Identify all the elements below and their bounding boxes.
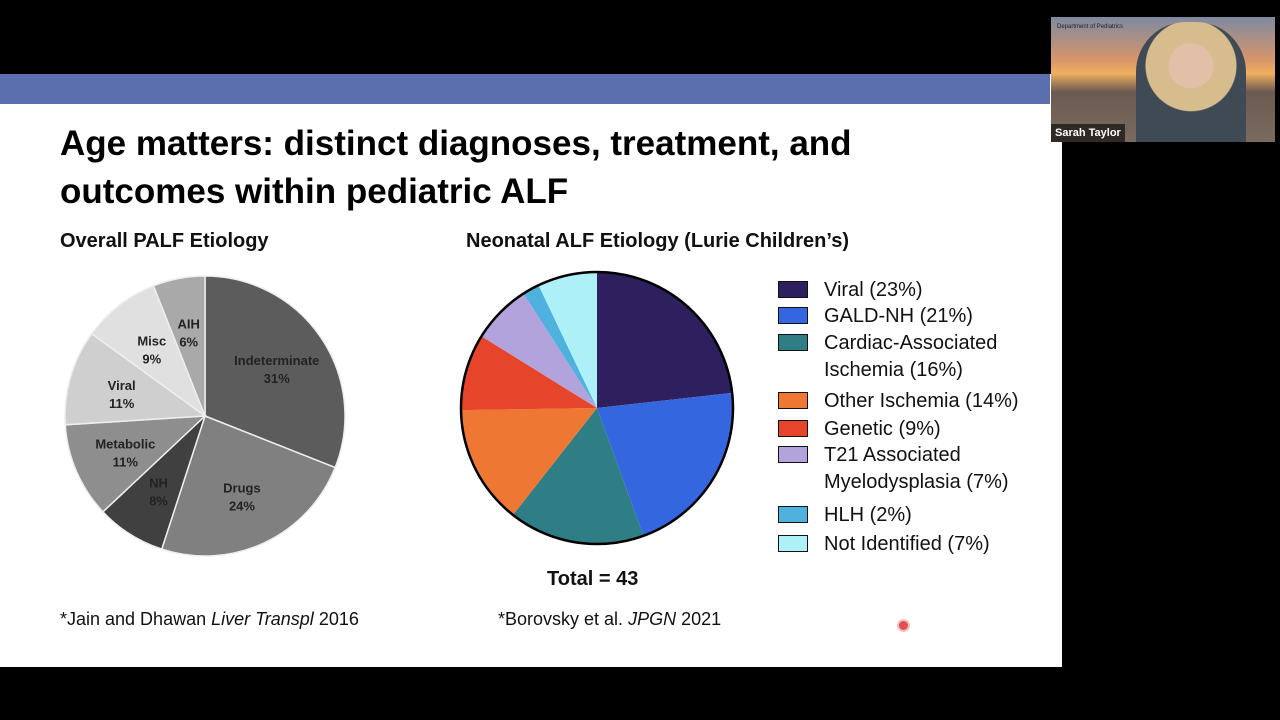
left-chart-title: Overall PALF Etiology	[60, 230, 269, 252]
slice-label-name: NH	[149, 475, 168, 490]
slice-label-value: 6%	[179, 335, 198, 350]
total-label: Total = 43	[547, 568, 639, 590]
slide-header-bar	[0, 74, 1050, 104]
citation-year: 2021	[676, 609, 722, 629]
slide: Age matters: distinct diagnoses, treatme…	[0, 74, 1062, 667]
legend-label: HLH (2%)	[824, 504, 912, 526]
pie-slice-cardiac-associated	[512, 408, 644, 544]
left-citation: *Jain and Dhawan Liver Transpl 2016	[60, 609, 359, 630]
slice-label-value: 8%	[149, 493, 168, 508]
pie-outline	[459, 270, 735, 546]
right-citation: *Borovsky et al. JPGN 2021	[498, 609, 721, 630]
webcam-video[interactable]: Department of Pediatrics Sarah Taylor	[1051, 17, 1275, 142]
palf-pie-chart: Indeterminate 31% Drugs 24% NH 8% Metabolic 11%…	[64, 275, 346, 557]
legend-label: Cardiac-Associated Ischemia (16%)	[824, 332, 998, 381]
logo-text: Department of Pediatrics	[1057, 24, 1124, 30]
slice-label-value: 11%	[109, 396, 135, 411]
legend-swatch	[778, 446, 808, 463]
pie-slice-gald-nh	[597, 392, 733, 536]
citation-authors: *Borovsky et al.	[498, 609, 629, 629]
slice-label-name: Drugs	[223, 481, 261, 496]
citation-journal: Liver Transpl	[211, 609, 314, 629]
pie-slice-drugs	[160, 415, 337, 557]
legend-swatch	[778, 281, 808, 298]
slice-label-name: Misc	[137, 333, 166, 348]
legend-label: Not Identified (7%)	[824, 533, 990, 555]
citation-authors: *Jain and Dhawan	[60, 609, 212, 629]
slice-label-value: 11%	[113, 454, 139, 469]
legend-label: GALD-NH (21%)	[824, 305, 973, 327]
pie-slice-other	[461, 408, 597, 515]
slice-label-name: Viral	[108, 378, 136, 393]
legend-swatch	[778, 307, 808, 324]
slice-label: NH 8%	[149, 475, 168, 508]
citation-journal: JPGN	[628, 609, 677, 629]
pie-slice-indeterminate	[204, 275, 346, 469]
pie-slice-hlh	[523, 285, 597, 408]
slice-label-name: Indeterminate	[234, 353, 319, 368]
legend-swatch	[778, 506, 808, 523]
legend-swatch	[778, 535, 808, 552]
legend-label: Other Ischemia (14%)	[824, 390, 1019, 412]
slice-label: Misc 9%	[137, 333, 166, 366]
slice-label-value: 24%	[229, 499, 255, 514]
right-chart-title: Neonatal ALF Etiology (Lurie Children’s)	[466, 230, 849, 252]
participant-video	[1136, 22, 1246, 142]
pie-slice-misc	[90, 284, 207, 419]
participant-name: Sarah Taylor	[1051, 124, 1125, 142]
pie-slice-viral	[64, 332, 208, 426]
legend-label: Viral (23%)	[824, 279, 923, 301]
legend-swatch	[778, 334, 808, 351]
slice-label: AIH 6%	[178, 317, 200, 350]
legend-swatch	[778, 392, 808, 409]
pie-slice-genetic	[461, 336, 597, 411]
slice-label: Viral 11%	[108, 378, 136, 411]
slice-label: Indeterminate 31%	[234, 353, 319, 386]
slice-label: Metabolic 11%	[95, 436, 155, 469]
citation-year: 2016	[313, 609, 359, 629]
pie-slice-t21	[481, 293, 597, 408]
slice-label-name: AIH	[178, 317, 200, 332]
slice-label-value: 9%	[142, 351, 161, 366]
legend-label: T21 Associated Myelodysplasia (7%)	[824, 444, 1009, 493]
legend-label: Genetic (9%)	[824, 418, 941, 440]
pie-slice-viral	[597, 272, 733, 408]
slice-label: Drugs 24%	[223, 481, 261, 514]
slice-label-value: 31%	[264, 371, 290, 386]
slide-title: Age matters: distinct diagnoses, treatme…	[60, 124, 852, 211]
legend-swatch	[778, 420, 808, 437]
pie-slice-not	[538, 272, 597, 408]
slice-label-name: Metabolic	[95, 436, 155, 451]
neonatal-pie-chart	[459, 270, 735, 546]
laser-pointer	[899, 621, 908, 630]
pie-slice-aih	[152, 275, 206, 417]
pie-slice-metabolic	[64, 415, 208, 513]
